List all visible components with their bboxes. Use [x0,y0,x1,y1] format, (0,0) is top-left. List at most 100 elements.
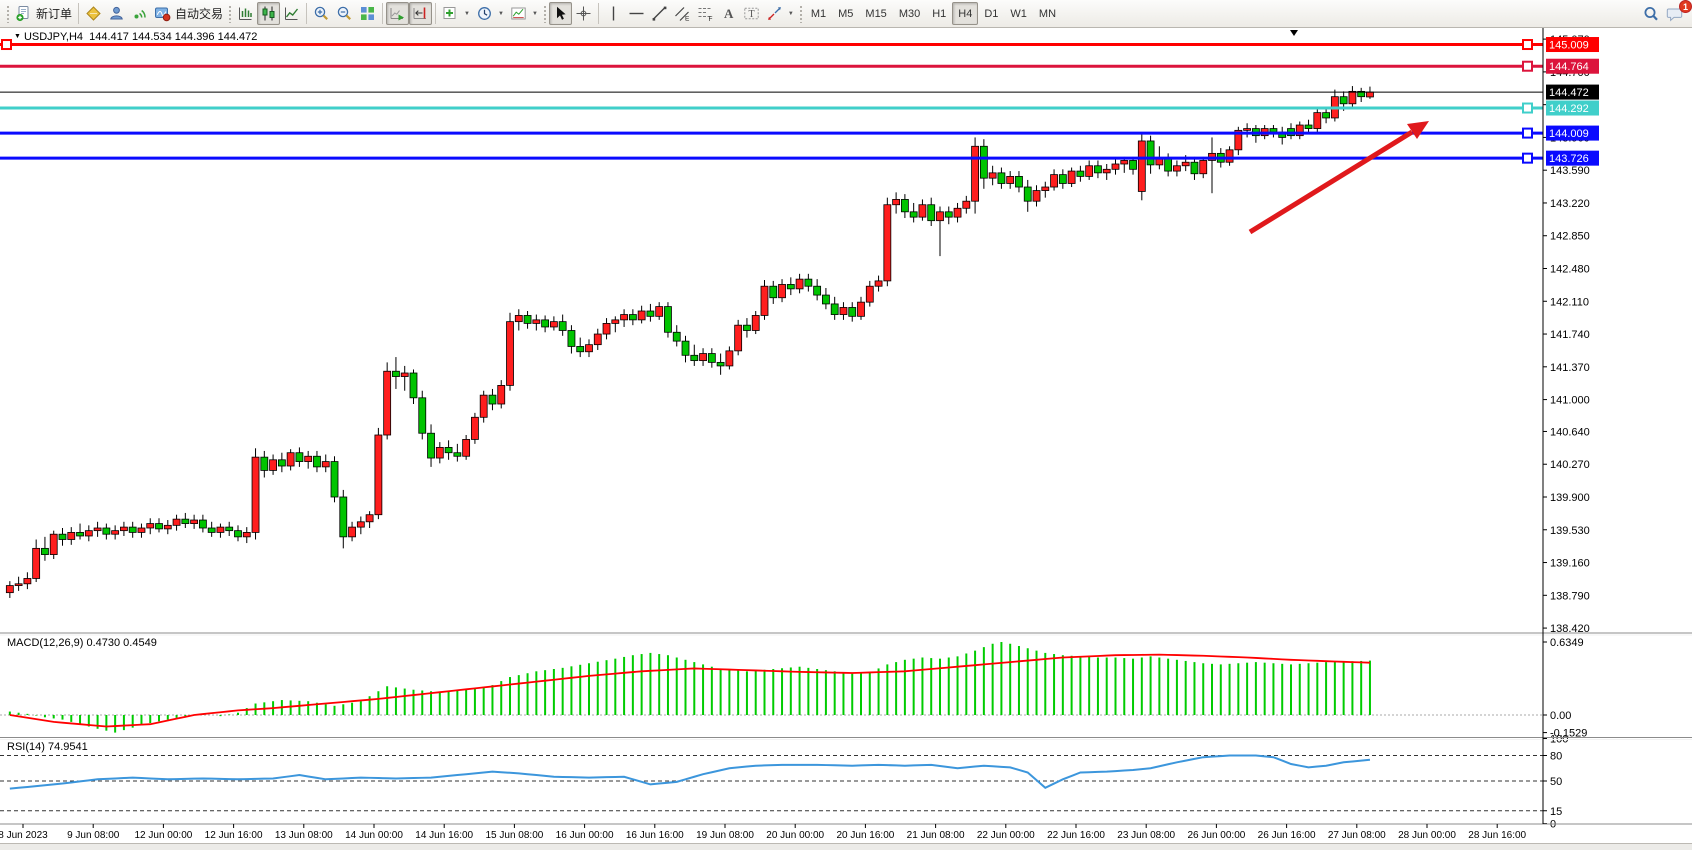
svg-text:143.726: 143.726 [1549,153,1589,165]
svg-text:22 Jun 00:00: 22 Jun 00:00 [977,830,1035,841]
rsi-pane-label: RSI(14) 74.9541 [7,741,88,753]
svg-text:12 Jun 00:00: 12 Jun 00:00 [134,830,192,841]
zoom-out-button[interactable] [333,2,356,25]
horizontal-lines-layer [0,39,1543,164]
chart-shift-button[interactable] [409,2,433,25]
crosshair-tool-button[interactable] [572,2,595,25]
svg-text:145.009: 145.009 [1549,40,1589,52]
search-button[interactable] [1639,2,1663,25]
svg-text:19 Jun 08:00: 19 Jun 08:00 [696,830,754,841]
chart-title: ▼ USDJPY,H4 144.417 144.534 144.396 144.4… [14,31,257,43]
notification-badge[interactable]: 1 [1679,0,1692,13]
gold-diamond-icon [86,6,101,21]
line-chart-button[interactable] [280,2,303,25]
svg-text:144.472: 144.472 [1549,87,1589,99]
toolbar: 新订单 自动交易 ▼ ▼ [0,0,1692,28]
svg-text:0.00: 0.00 [1550,710,1571,722]
svg-text:144.764: 144.764 [1549,61,1589,73]
cursor-icon [556,6,566,20]
candlestick-chart-button[interactable] [257,2,281,25]
timeframe-h1-button[interactable]: H1 [926,2,952,25]
svg-text:15 Jun 08:00: 15 Jun 08:00 [485,830,543,841]
top-marker-triangle [1290,30,1298,36]
auto-scroll-button[interactable] [386,2,410,25]
toolbar-drag-handle[interactable] [542,4,547,23]
periods-button[interactable]: ▼ [473,2,507,25]
pane-borders [0,28,1692,825]
search-icon [1644,6,1658,21]
toolbar-drag-handle[interactable] [798,4,803,23]
templates-button[interactable]: ▼ [507,2,541,25]
timeframe-w1-button[interactable]: W1 [1004,2,1033,25]
svg-text:F: F [708,16,712,22]
toolbar-drag-handle[interactable] [228,4,233,23]
svg-text:141.370: 141.370 [1550,362,1590,374]
svg-text:14 Jun 00:00: 14 Jun 00:00 [345,830,403,841]
bar-chart-button[interactable] [234,2,257,25]
trendline-icon [652,6,667,21]
auto-trading-button[interactable]: 自动交易 [151,2,226,25]
svg-text:50: 50 [1550,776,1562,788]
crosshair-icon [576,6,591,21]
zoom-in-icon [314,6,329,20]
rsi-layer [9,754,1371,790]
profile-button[interactable] [105,2,128,25]
arrows-tool-button[interactable]: ▼ [763,2,797,25]
svg-text:13 Jun 08:00: 13 Jun 08:00 [275,830,333,841]
separator [435,3,437,24]
svg-text:26 Jun 00:00: 26 Jun 00:00 [1187,830,1245,841]
chart-shift-icon [413,7,427,19]
separator [382,3,384,24]
horizontal-line-icon [629,12,644,15]
svg-text:20 Jun 00:00: 20 Jun 00:00 [766,830,824,841]
svg-text:140.640: 140.640 [1550,426,1590,438]
profile-icon [110,6,123,20]
timeframe-m30-button[interactable]: M30 [893,2,926,25]
svg-text:139.900: 139.900 [1550,492,1590,504]
indicators-icon [443,7,456,19]
chart-canvas[interactable]: 145.070144.700144.330143.960143.590143.2… [0,28,1692,843]
svg-text:12 Jun 16:00: 12 Jun 16:00 [205,830,263,841]
svg-text:-0.1529: -0.1529 [1550,728,1587,740]
svg-text:16 Jun 00:00: 16 Jun 00:00 [556,830,614,841]
label-tool-button[interactable]: T [740,2,763,25]
svg-text:14 Jun 16:00: 14 Jun 16:00 [415,830,473,841]
timeframe-m15-button[interactable]: M15 [859,2,892,25]
fibonacci-tool-button[interactable]: F [694,2,717,25]
timeframe-d1-button[interactable]: D1 [978,2,1004,25]
vertical-line-tool-button[interactable] [602,2,625,25]
svg-text:138.790: 138.790 [1550,590,1590,602]
window-bottom-edge [0,843,1692,850]
text-icon: A [724,6,734,21]
svg-text:16 Jun 16:00: 16 Jun 16:00 [626,830,684,841]
market-button[interactable] [82,2,105,25]
tile-windows-button[interactable] [356,2,379,25]
new-order-button[interactable]: 新订单 [12,2,75,25]
vertical-line-icon [612,6,615,21]
svg-text:28 Jun 16:00: 28 Jun 16:00 [1468,830,1526,841]
toolbar-drag-handle[interactable] [6,4,10,23]
line-chart-icon [285,7,299,20]
timeframe-mn-button[interactable]: MN [1033,2,1062,25]
indicators-button[interactable]: ▼ [439,2,473,25]
svg-text:21 Jun 08:00: 21 Jun 08:00 [907,830,965,841]
signals-button[interactable] [128,2,151,25]
horizontal-line-tool-button[interactable] [625,2,648,25]
svg-text:9 Jun 08:00: 9 Jun 08:00 [67,830,120,841]
zoom-in-button[interactable] [310,2,333,25]
text-tool-button[interactable]: A [717,2,740,25]
svg-text:144.009: 144.009 [1549,128,1589,140]
channel-tool-button[interactable]: E [671,2,694,25]
zoom-out-icon [337,6,352,20]
trendline-tool-button[interactable] [648,2,671,25]
svg-text:A: A [724,6,734,21]
svg-text:8 Jun 2023: 8 Jun 2023 [0,830,48,841]
text-label-icon: T [744,7,759,20]
dropdown-caret: ▼ [531,10,538,17]
timeframe-m1-button[interactable]: M1 [805,2,832,25]
dropdown-caret: ▼ [464,10,470,17]
timeframe-m5-button[interactable]: M5 [832,2,859,25]
cursor-tool-button[interactable] [548,2,572,25]
timeframe-h4-button[interactable]: H4 [952,2,979,25]
